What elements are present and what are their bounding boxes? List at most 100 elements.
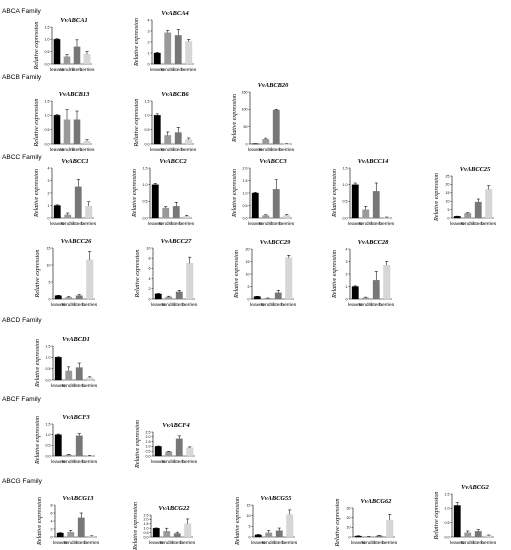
x-tick-label: tendril [162, 302, 175, 308]
x-tick-label: stem [74, 383, 85, 389]
y-tick-label: 1.0 [45, 114, 50, 118]
x-tick-label: berries [279, 221, 295, 227]
y-tick-label: 0 [448, 216, 450, 220]
y-tick-label: 0 [248, 297, 250, 301]
x-tick-label: leaves [450, 540, 465, 546]
chart-panel: VvABCC14 Relative expression 0.0 0.5 1.0 1.5 l… [331, 158, 395, 227]
y-tick-label: 1.0 [146, 445, 151, 449]
x-tick-label: tendril [461, 221, 474, 227]
x-tick-label: berries [84, 540, 100, 546]
y-tick-label: 1.0 [143, 183, 148, 187]
x-tick-label: stem [174, 302, 185, 308]
x-tick-label: tendril [259, 221, 272, 227]
y-axis-label: Relative expression [133, 18, 140, 67]
bar-stem [75, 435, 83, 457]
chart-title: VvABCF4 [162, 422, 189, 429]
chart-title: VvABCG2 [461, 484, 490, 491]
y-axis-label: Relative expression [331, 250, 338, 299]
y-tick-label: 1.5 [45, 25, 50, 29]
y-tick-label: 1.5 [146, 440, 151, 444]
bar-leaves [453, 505, 461, 538]
bar-tendril [162, 207, 170, 219]
y-tick-label: 1.0 [144, 527, 149, 531]
y-tick-label: 1.5 [445, 492, 450, 496]
bar-leaves [54, 357, 62, 381]
bar-leaves [54, 434, 62, 457]
x-tick-label: berries [82, 383, 98, 389]
bar-leaves [351, 184, 359, 219]
bar-berries [83, 53, 91, 65]
y-tick-label: 0 [346, 297, 348, 301]
y-tick-label: 20 [246, 247, 250, 251]
y-tick-label: 0.0 [144, 535, 149, 539]
x-tick-label: tendril [259, 147, 272, 153]
x-tick-label: stem [72, 67, 83, 73]
y-axis-label: Relative expression [433, 173, 440, 222]
x-tick-label: berries [181, 67, 197, 73]
y-tick-label: 20 [446, 183, 450, 187]
bar-stem [272, 109, 280, 145]
bar-leaves [151, 184, 159, 219]
x-tick-label: tendril [61, 221, 74, 227]
x-tick-label: berries [80, 147, 96, 153]
chart-panel: VvABCC1 Relative expression 0 1 2 3 4 leavesten… [33, 158, 97, 227]
y-tick-label: 1.0 [343, 183, 348, 187]
x-tick-label: tendril [261, 302, 274, 308]
y-tick-label: 2.5 [146, 430, 151, 434]
x-tick-label: berries [379, 302, 395, 308]
chart-panel: VvABCB6 Relative expression 0.0 0.5 1.0 1.5 le… [133, 91, 197, 153]
bar-leaves [254, 534, 262, 538]
y-tick-label: 0.0 [445, 535, 450, 539]
chart-panel: VvABCC27 Relative expression 0 2 4 6 8 10 leaves… [134, 238, 198, 308]
bar-berries [186, 263, 194, 300]
bar-leaves [56, 532, 64, 538]
x-tick-label: stem [371, 302, 382, 308]
y-tick-label: 10 [446, 200, 450, 204]
y-tick-label: 20 [347, 516, 351, 520]
chart-panel: VvABCF3 Relative expression 0.0 0.5 1.0 1.5 le… [34, 414, 98, 465]
bar-tendril [64, 214, 72, 219]
y-tick-label: 2 [149, 287, 151, 291]
y-tick-label: 0.5 [45, 50, 50, 54]
bar-leaves [152, 528, 160, 538]
y-tick-label: 10 [47, 263, 51, 267]
bar-leaves [54, 295, 62, 300]
x-tick-label: stem [274, 540, 285, 546]
y-tick-label: 2 [148, 40, 150, 44]
x-tick-label: berries [182, 302, 198, 308]
x-tick-label: stem [271, 147, 282, 153]
bar-stem [77, 517, 85, 538]
y-tick-label: 1.0 [46, 433, 51, 437]
bar-tendril [165, 296, 173, 300]
y-tick-label: 10 [147, 246, 151, 250]
x-tick-label: stem [473, 540, 484, 546]
bar-berries [83, 140, 91, 145]
y-axis-label: Relative expression [34, 416, 41, 465]
x-tick-label: stem [171, 221, 182, 227]
bar-tendril [464, 532, 472, 538]
y-tick-label: 1.5 [243, 179, 248, 183]
y-tick-label: 3 [346, 260, 348, 264]
x-tick-label: berries [181, 147, 197, 153]
bar-tendril [164, 32, 172, 65]
y-tick-label: 8 [149, 257, 151, 261]
chart-title: VvABCG55 [261, 495, 293, 502]
y-axis-label: Relative expression [231, 169, 238, 218]
bar-berries [86, 377, 94, 381]
y-tick-label: 0 [149, 297, 151, 301]
y-axis-label: Relative expression [131, 169, 138, 218]
family-label-abcf: ABCF Family [2, 396, 42, 403]
y-tick-label: 0.5 [144, 531, 149, 535]
y-tick-label: 1.0 [445, 507, 450, 511]
x-tick-label: tendril [60, 67, 73, 73]
x-tick-label: tendril [359, 302, 372, 308]
bar-berries [283, 215, 291, 219]
x-tick-label: tendril [161, 147, 174, 153]
bar-berries [88, 536, 96, 538]
y-tick-label: 2.0 [243, 166, 248, 170]
x-tick-label: leaves [151, 302, 166, 308]
x-tick-label: tendril [64, 540, 77, 546]
x-tick-label: leaves [148, 221, 163, 227]
